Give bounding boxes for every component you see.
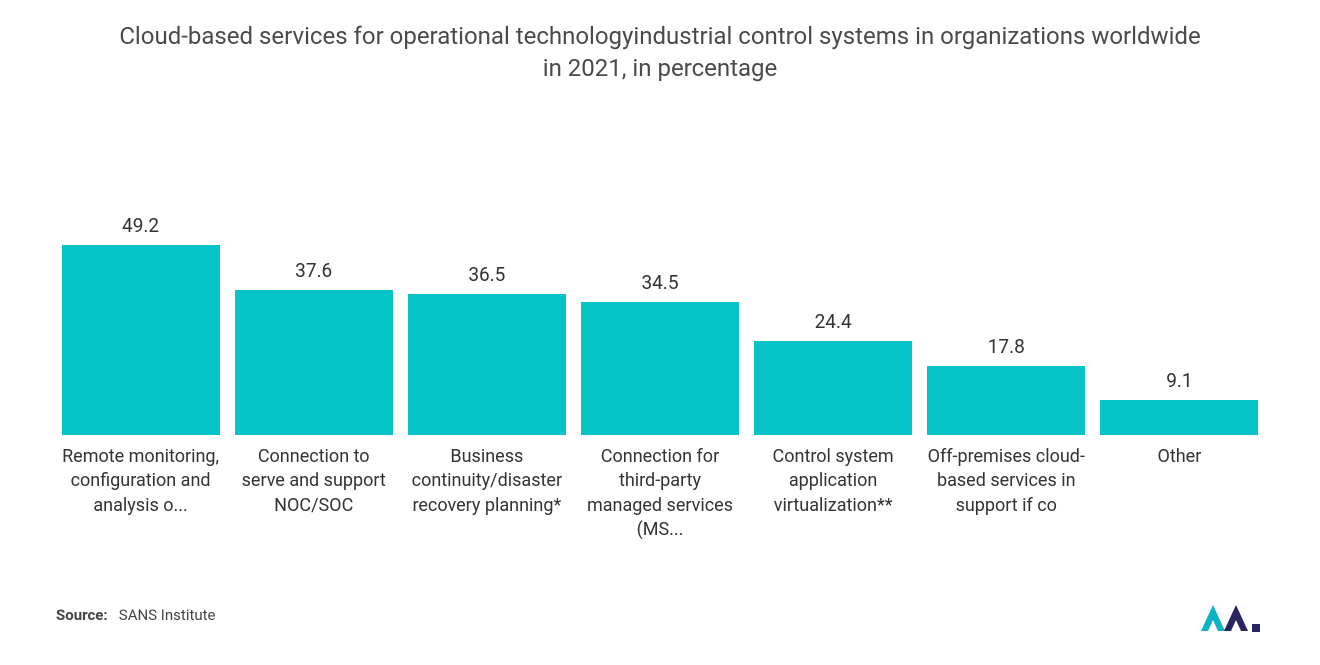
chart-title: Cloud-based services for operational tec… bbox=[110, 20, 1210, 85]
bar-group: 17.8 Off-premises cloud-based services in… bbox=[927, 335, 1085, 565]
bar-group: 24.4 Control system application virtualiz… bbox=[754, 310, 912, 565]
bar-value: 36.5 bbox=[468, 263, 505, 286]
bar-value: 34.5 bbox=[641, 271, 678, 294]
bar-value: 37.6 bbox=[295, 259, 332, 282]
plot-area: 49.2 Remote monitoring, configuration and… bbox=[50, 125, 1270, 565]
logo-path-2 bbox=[1224, 605, 1248, 631]
source-label: Source: bbox=[56, 606, 108, 624]
bar-group: 34.5 Connection for third-party managed s… bbox=[581, 271, 739, 565]
bar bbox=[1100, 400, 1258, 435]
chart-container: Cloud-based services for operational tec… bbox=[0, 0, 1320, 665]
bar bbox=[581, 302, 739, 435]
bar-group: 36.5 Business continuity/disaster recover… bbox=[408, 263, 566, 565]
source-line: Source: SANS Institute bbox=[56, 606, 216, 624]
bar-value: 49.2 bbox=[122, 214, 159, 237]
logo-path-1 bbox=[1201, 605, 1225, 631]
bar-label: Connection for third-party managed servi… bbox=[581, 445, 739, 565]
bar-label: Other bbox=[1157, 445, 1201, 565]
bar-value: 9.1 bbox=[1166, 369, 1192, 392]
logo-icon bbox=[1198, 595, 1264, 635]
bar-value: 17.8 bbox=[988, 335, 1025, 358]
bar-label: Remote monitoring, configuration and ana… bbox=[62, 445, 220, 565]
bar-label: Off-premises cloud-based services in sup… bbox=[927, 445, 1085, 565]
bar-group: 37.6 Connection to serve and support NOC/… bbox=[235, 259, 393, 565]
bar-label: Connection to serve and support NOC/SOC bbox=[235, 445, 393, 565]
brand-logo bbox=[1198, 595, 1264, 635]
bar-label: Control system application virtualizatio… bbox=[754, 445, 912, 565]
logo-square bbox=[1252, 624, 1260, 632]
bar bbox=[754, 341, 912, 435]
source-text: SANS Institute bbox=[119, 606, 216, 624]
bar-group: 9.1 Other bbox=[1100, 369, 1258, 565]
bar-value: 24.4 bbox=[815, 310, 852, 333]
footer: Source: SANS Institute bbox=[50, 595, 1270, 635]
bar-label: Business continuity/disaster recovery pl… bbox=[408, 445, 566, 565]
bar bbox=[408, 294, 566, 435]
bar bbox=[927, 366, 1085, 435]
bar bbox=[235, 290, 393, 435]
bar-group: 49.2 Remote monitoring, configuration and… bbox=[62, 214, 220, 565]
bar bbox=[62, 245, 220, 435]
